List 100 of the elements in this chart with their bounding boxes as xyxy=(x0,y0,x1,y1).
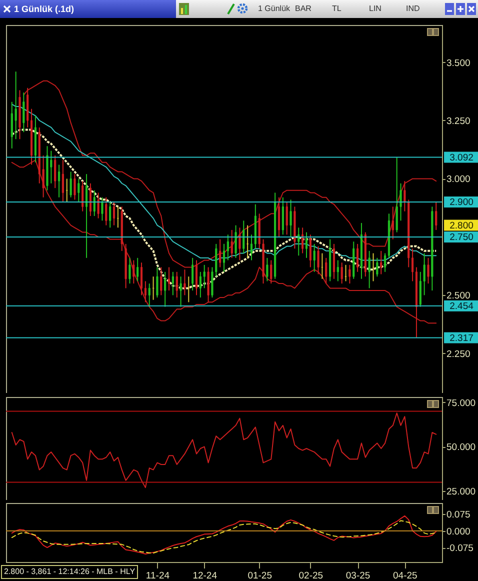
candlestick xyxy=(392,206,394,240)
text: IND xyxy=(406,3,420,15)
candlestick xyxy=(132,260,135,284)
candlestick xyxy=(332,243,336,280)
candlestick xyxy=(10,101,13,149)
candlestick xyxy=(144,280,146,303)
x-tick-label: 11-24 xyxy=(146,570,170,581)
candlestick xyxy=(286,202,288,236)
candlestick xyxy=(160,266,162,296)
y-tick-label: 25.000 xyxy=(446,486,476,498)
candlestick xyxy=(404,180,406,212)
candlestick xyxy=(305,232,308,258)
candlestick xyxy=(74,174,76,200)
candlestick xyxy=(380,250,382,275)
candlestick xyxy=(85,174,88,258)
candlestick xyxy=(278,196,280,238)
candlestick xyxy=(282,196,284,236)
y-tick-label: 0.075 xyxy=(446,510,470,521)
candlestick xyxy=(50,150,52,184)
y-tick-label: 2.250 xyxy=(446,348,470,360)
candlestick xyxy=(89,182,92,216)
candlestick xyxy=(184,269,186,296)
candlestick xyxy=(435,202,438,230)
candlestick xyxy=(222,243,226,272)
candlestick xyxy=(376,257,378,278)
candlestick xyxy=(411,248,414,282)
candlestick xyxy=(148,283,150,308)
x-tick-label: 12-24 xyxy=(192,570,218,581)
y-tick-label: 75.000 xyxy=(446,398,476,409)
candlestick xyxy=(219,238,222,268)
x-tick-label: 01-25 xyxy=(248,570,272,581)
ref-line-label: 2.750 xyxy=(450,232,474,243)
candlestick xyxy=(172,271,174,296)
candlestick xyxy=(238,227,241,261)
candlestick xyxy=(156,266,158,298)
candlestick xyxy=(136,257,139,282)
candlestick xyxy=(180,276,182,308)
candlestick xyxy=(246,224,249,258)
y-tick-label: 0.000 xyxy=(446,526,470,538)
candlestick xyxy=(230,229,233,258)
text: TL xyxy=(332,3,342,15)
candlestick xyxy=(112,202,116,226)
candlestick xyxy=(270,260,272,284)
candlestick xyxy=(101,196,104,222)
candlestick xyxy=(427,257,430,284)
candlestick xyxy=(78,178,80,203)
chart-title: 1 Günlük (.1d) xyxy=(14,3,74,16)
y-tick-label: 3.000 xyxy=(446,174,470,186)
ref-line-label: 2.317 xyxy=(450,332,474,344)
y-tick-label: -0.075 xyxy=(446,543,474,554)
candlestick xyxy=(226,234,229,261)
candlestick xyxy=(105,196,108,226)
text: 1 Günlük xyxy=(258,3,290,15)
x-tick-label: 02-25 xyxy=(298,570,324,581)
candlestick xyxy=(82,180,84,212)
candlestick xyxy=(54,154,56,189)
ref-line-label: 2.454 xyxy=(450,300,474,312)
text: 2.800 - 3,861 - 12:14:26 - MLB - HLY xyxy=(1,565,138,579)
candlestick xyxy=(368,250,370,289)
candlestick xyxy=(199,271,202,298)
candlestick xyxy=(14,71,17,140)
y-tick-label: 3.500 xyxy=(446,58,470,69)
candlestick xyxy=(384,252,386,272)
x-tick-label: 03-25 xyxy=(346,570,370,581)
candlestick xyxy=(340,262,343,284)
candlestick xyxy=(70,171,72,198)
text: BAR xyxy=(295,3,312,15)
candlestick xyxy=(22,92,25,133)
candlestick xyxy=(317,246,320,275)
line-series xyxy=(11,160,437,324)
candlestick xyxy=(344,264,347,282)
candlestick xyxy=(348,264,351,284)
candlestick xyxy=(58,164,60,198)
y-tick-label: 50.000 xyxy=(446,442,476,454)
candlestick xyxy=(266,257,268,282)
candlestick xyxy=(325,257,328,284)
candlestick xyxy=(313,243,316,272)
candlestick xyxy=(140,262,143,296)
x-tick-label: 04-25 xyxy=(393,570,418,581)
candlestick xyxy=(168,266,170,292)
candlestick xyxy=(234,224,237,258)
text: LIN xyxy=(369,3,382,15)
ref-line-label: 2.900 xyxy=(450,197,474,208)
y-tick-label: 3.250 xyxy=(446,116,470,127)
annotation: 2.800 xyxy=(450,220,474,232)
candlestick xyxy=(192,257,194,292)
candlestick xyxy=(164,271,166,308)
candlestick xyxy=(203,264,206,289)
candlestick xyxy=(207,266,210,303)
candlestick xyxy=(242,220,245,254)
candlestick xyxy=(290,199,292,238)
candlestick xyxy=(309,234,312,268)
y-tick-label: 2.500 xyxy=(446,290,470,302)
ref-line-label: 3.092 xyxy=(450,152,474,164)
candlestick xyxy=(396,156,398,233)
candlestick xyxy=(336,260,339,282)
candlestick xyxy=(250,234,253,261)
candlestick xyxy=(109,202,112,228)
candlestick xyxy=(62,160,64,203)
candlestick xyxy=(128,257,131,284)
